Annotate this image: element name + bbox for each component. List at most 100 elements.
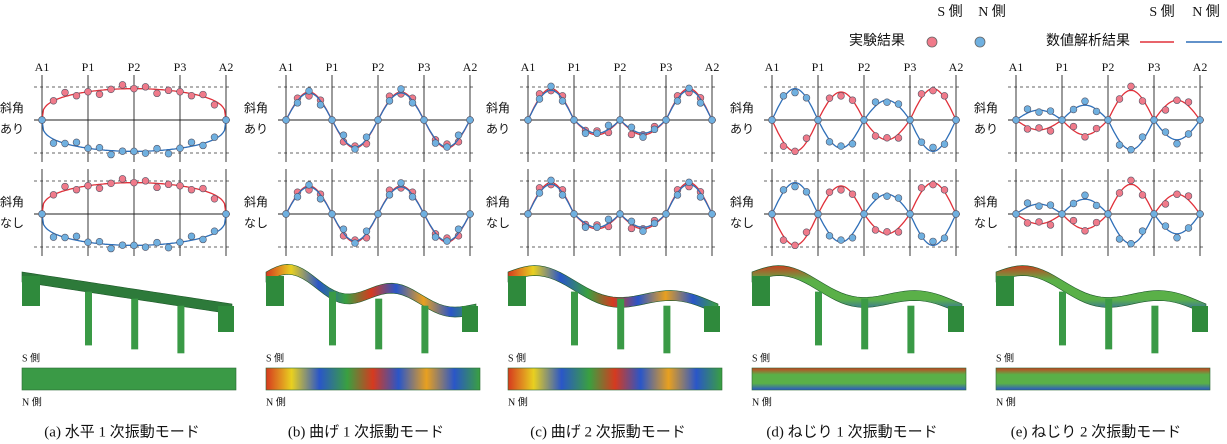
dot-n [131, 242, 138, 249]
dot-n [386, 97, 393, 104]
dot-n [317, 195, 324, 202]
dot-s [131, 179, 138, 186]
row-label: なし [486, 216, 510, 230]
dot-n [154, 145, 161, 152]
dot-s [884, 134, 891, 141]
caption: (c) 曲げ 2 次振動モード [530, 423, 685, 440]
support-label: A2 [463, 60, 478, 74]
dot-s [849, 191, 856, 198]
dot-n [1128, 240, 1135, 247]
legend-side: S 側 [1149, 4, 1174, 20]
dot-s [1036, 219, 1043, 226]
support-label: A1 [279, 60, 294, 74]
dot-s [165, 87, 172, 94]
dot-n [651, 126, 658, 133]
dot-s [200, 185, 207, 192]
dot-n [50, 140, 57, 147]
row-label: 斜角 [244, 195, 268, 209]
dot-n [306, 88, 313, 95]
plan-label: N 側 [752, 395, 772, 408]
dot-n [1105, 117, 1112, 124]
dot-n [352, 240, 359, 247]
row-label: あり [486, 122, 510, 136]
plan-render [266, 368, 480, 390]
row-label: 斜角 [974, 101, 998, 115]
deck-render [752, 266, 962, 314]
dot-n [536, 190, 543, 197]
plan-render [752, 368, 966, 390]
dot-s [1024, 126, 1031, 133]
dot-n [941, 141, 948, 148]
dot-n [605, 122, 612, 129]
dot-n [780, 92, 787, 99]
dot-n [329, 117, 336, 124]
dot-n [826, 138, 833, 145]
dot-n [953, 117, 960, 124]
dot-n [686, 85, 693, 92]
row-label: 斜角 [730, 101, 754, 115]
row-label: なし [730, 216, 754, 230]
dot-n [918, 139, 925, 146]
abutment-render [948, 306, 964, 332]
plan-label: N 側 [266, 395, 286, 408]
dot-n [375, 211, 382, 218]
dot-s [1162, 107, 1169, 114]
dot-n [663, 117, 670, 124]
legend-side: N 側 [1192, 4, 1220, 20]
dot-n [1024, 200, 1031, 207]
dot-s [792, 242, 799, 249]
dot-s [1024, 220, 1031, 227]
dot-n [884, 99, 891, 106]
dot-n [409, 193, 416, 200]
dot-n [1036, 203, 1043, 210]
row-label: 斜角 [730, 195, 754, 209]
dot-n [294, 99, 301, 106]
dot-n [119, 242, 126, 249]
dot-n [73, 233, 80, 240]
dot-n [697, 194, 704, 201]
dot-s [50, 97, 57, 104]
dot-n [177, 239, 184, 246]
dot-s [884, 228, 891, 235]
dot-s [119, 81, 126, 88]
dot-n [548, 83, 555, 90]
dot-n [1174, 234, 1181, 241]
abutment-render [752, 276, 770, 306]
dot-n [131, 148, 138, 155]
dot-s [1139, 98, 1146, 105]
dot-n [617, 211, 624, 218]
dot-n [283, 211, 290, 218]
legend-label: 数値解析結果 [1046, 33, 1130, 49]
pier-render [177, 306, 184, 354]
pier-render [617, 299, 624, 350]
row-label: あり [730, 122, 754, 136]
dot-s [1036, 125, 1043, 132]
dot-s [96, 185, 103, 192]
abutment-render [1192, 306, 1208, 332]
dot-s [780, 237, 787, 244]
dot-n [467, 211, 474, 218]
dot-n [352, 146, 359, 153]
pier-render [861, 299, 868, 350]
dot-n [674, 98, 681, 105]
pier-render [571, 292, 578, 346]
dot-n [780, 186, 787, 193]
dot-n [872, 193, 879, 200]
dot-n [582, 130, 589, 137]
dot-s [1174, 97, 1181, 104]
dot-s [1128, 177, 1135, 184]
dot-n [1162, 129, 1169, 136]
dot-n [709, 211, 716, 218]
dot-n [559, 98, 566, 105]
support-label: A1 [1009, 60, 1024, 74]
row-label: なし [244, 216, 268, 230]
dot-n [1059, 117, 1066, 124]
dot-n [73, 139, 80, 146]
plan-label: N 側 [508, 395, 528, 408]
row-label: 斜角 [486, 101, 510, 115]
dot-n [792, 89, 799, 96]
dot-s [792, 148, 799, 155]
dot-n [165, 244, 172, 251]
dot-n [119, 148, 126, 155]
row-label: 斜角 [486, 195, 510, 209]
